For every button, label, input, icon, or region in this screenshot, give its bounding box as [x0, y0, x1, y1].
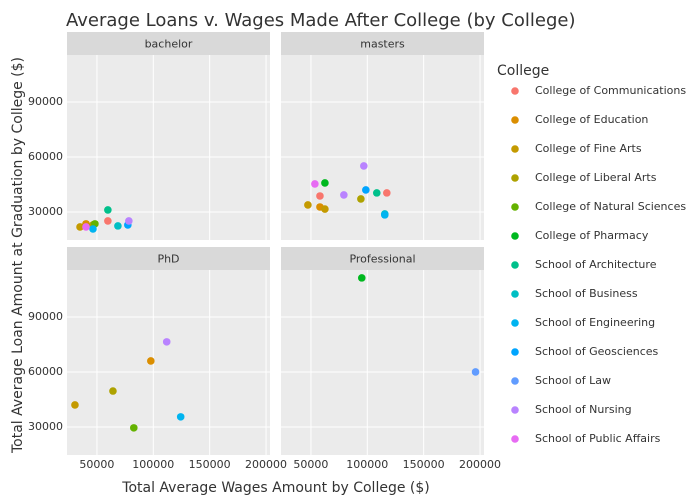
point: [383, 189, 391, 197]
facet-title: masters: [360, 38, 405, 51]
point: [340, 191, 348, 199]
legend-marker: [511, 203, 519, 211]
y-tick-label: 90000: [28, 310, 63, 323]
y-tick-label: 30000: [28, 205, 63, 218]
point: [147, 357, 155, 365]
legend-title: College: [497, 63, 549, 79]
panel: [67, 270, 270, 455]
legend-label: College of Pharmacy: [535, 229, 649, 242]
y-tick-label: 90000: [28, 95, 63, 108]
x-tick-label: 200000: [459, 458, 501, 471]
point: [162, 338, 171, 346]
point: [89, 225, 97, 233]
point: [104, 206, 112, 214]
x-tick-label: 50000: [79, 458, 114, 471]
legend-label: School of Engineering: [535, 316, 655, 329]
point: [357, 274, 366, 282]
legend-label: School of Business: [535, 287, 638, 300]
point: [71, 401, 79, 409]
legend-marker: [511, 145, 519, 153]
x-axis-label: Total Average Wages Amount by College ($…: [121, 480, 429, 496]
point: [372, 189, 381, 197]
point: [357, 195, 365, 203]
legend-marker: [511, 377, 519, 385]
point: [362, 186, 370, 194]
y-tick-label: 60000: [28, 150, 63, 163]
facet-title: Professional: [349, 253, 415, 266]
legend-marker: [511, 435, 519, 443]
point: [104, 217, 112, 225]
x-tick-label: 150000: [189, 458, 231, 471]
legend-label: School of Public Affairs: [535, 432, 661, 445]
point: [321, 205, 329, 213]
point: [360, 162, 368, 170]
point: [311, 180, 319, 188]
point: [176, 413, 185, 421]
legend-label: College of Communications: [535, 84, 686, 97]
legend-marker: [511, 116, 519, 124]
legend-marker: [511, 174, 519, 182]
x-tick-label: 50000: [293, 458, 328, 471]
legend-label: School of Law: [535, 374, 611, 387]
point: [321, 179, 329, 187]
x-tick-label: 100000: [346, 458, 388, 471]
legend-label: College of Natural Sciences: [535, 200, 686, 213]
facet-title: bachelor: [145, 38, 193, 51]
facet-title: PhD: [157, 253, 179, 266]
point: [316, 192, 324, 200]
panel: [67, 55, 270, 240]
legend-marker: [511, 232, 519, 240]
point: [380, 211, 389, 219]
point: [125, 217, 133, 225]
legend-marker: [511, 87, 519, 95]
y-tick-label: 30000: [28, 420, 63, 433]
point: [304, 201, 312, 209]
point: [471, 368, 480, 376]
legend-marker: [511, 290, 519, 298]
point: [109, 387, 117, 395]
x-tick-label: 200000: [245, 458, 287, 471]
chart-title: Average Loans v. Wages Made After Colleg…: [66, 10, 575, 31]
legend-label: School of Nursing: [535, 403, 632, 416]
strip: [281, 32, 484, 55]
panel: [281, 55, 484, 240]
legend-label: School of Architecture: [535, 258, 657, 271]
legend-label: School of Geosciences: [535, 345, 659, 358]
legend-marker: [511, 348, 519, 356]
x-tick-label: 150000: [403, 458, 445, 471]
legend-marker: [511, 406, 519, 414]
strip: [67, 247, 270, 270]
strip: [281, 247, 484, 270]
point: [76, 223, 84, 231]
y-tick-label: 60000: [28, 365, 63, 378]
point: [130, 424, 138, 432]
legend-label: College of Fine Arts: [535, 142, 642, 155]
strip: [67, 32, 270, 55]
panel: [281, 270, 484, 455]
legend-label: College of Liberal Arts: [535, 171, 657, 184]
point: [114, 222, 122, 230]
point: [82, 223, 90, 231]
y-axis-label: Total Average Loan Amount at Graduation …: [10, 57, 26, 454]
legend-marker: [511, 319, 519, 327]
legend-label: College of Education: [535, 113, 648, 126]
legend-marker: [511, 261, 519, 269]
x-tick-label: 100000: [132, 458, 174, 471]
